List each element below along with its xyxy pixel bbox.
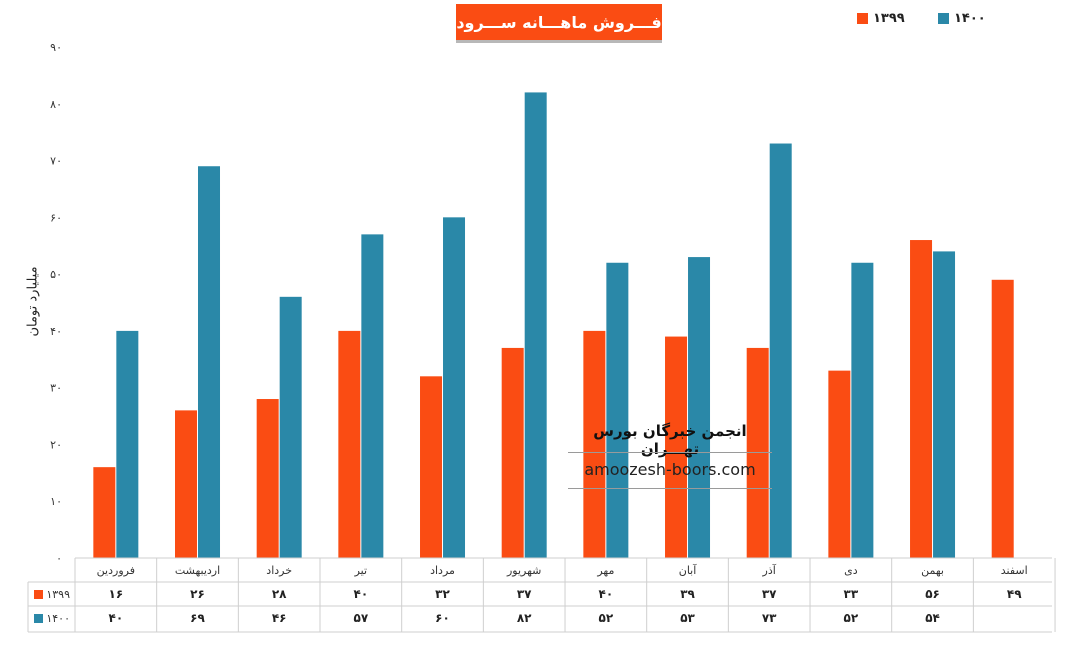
legend-label-1400: ۱۴۰۰ xyxy=(954,11,986,26)
bar-1399 xyxy=(338,330,361,558)
table-legend-key xyxy=(34,614,43,623)
data-label: ۵۶ xyxy=(925,587,940,601)
x-tick-label: بهمن xyxy=(921,564,944,577)
data-label: ۵۴ xyxy=(925,611,940,625)
y-tick-label: ۳۰ xyxy=(50,382,62,395)
x-tick-label: اسفند xyxy=(1001,564,1028,577)
y-tick-label: ۶۰ xyxy=(50,211,62,224)
bar-1399 xyxy=(256,399,279,558)
data-label: ۴۰ xyxy=(109,611,124,625)
bar-1399 xyxy=(501,347,524,558)
watermark-title: انجمن خبرگان بورس تهـــران xyxy=(593,422,747,458)
bar-1399 xyxy=(991,279,1014,558)
bar-1399 xyxy=(420,376,443,558)
data-label: ۵۲ xyxy=(844,611,859,625)
data-label: ۳۷ xyxy=(762,587,777,601)
y-tick-label: ۱۰ xyxy=(50,495,62,508)
bar-1399 xyxy=(910,240,933,559)
x-tick-label: شهریور xyxy=(506,564,541,577)
y-tick-label: ۴۰ xyxy=(50,325,62,338)
x-tick-label: خرداد xyxy=(266,564,292,577)
legend-item-1400: ۱۴۰۰ xyxy=(938,11,986,26)
legend-swatch-1399 xyxy=(857,13,868,24)
data-label: ۱۶ xyxy=(109,587,124,601)
y-tick-label: ۲۰ xyxy=(50,438,62,451)
x-tick-label: مهر xyxy=(596,564,614,577)
bar-1400 xyxy=(688,257,711,558)
data-label: ۳۳ xyxy=(844,587,859,601)
x-tick-label: تیر xyxy=(354,564,367,577)
bar-1399 xyxy=(583,330,606,558)
data-label: ۵۳ xyxy=(680,611,695,625)
data-label: ۶۹ xyxy=(190,611,205,625)
x-tick-label: اردیبهشت xyxy=(175,564,220,577)
watermark-divider-bottom xyxy=(568,488,772,489)
y-tick-label: ۰ xyxy=(56,552,62,565)
bar-1400 xyxy=(443,217,466,559)
data-label: ۵۷ xyxy=(354,611,369,625)
bar-1400 xyxy=(851,262,874,558)
bar-1400 xyxy=(198,166,221,558)
bar-1399 xyxy=(93,467,116,558)
data-label: ۵۲ xyxy=(599,611,614,625)
bar-1400 xyxy=(279,296,302,558)
data-label: ۴۰ xyxy=(354,587,369,601)
x-tick-label: مرداد xyxy=(430,564,455,577)
x-tick-label: آذر xyxy=(762,563,777,577)
bar-1400 xyxy=(933,251,956,558)
y-tick-label: ۸۰ xyxy=(50,98,62,111)
data-label: ۴۰ xyxy=(599,587,614,601)
y-tick-label: ۷۰ xyxy=(50,155,62,168)
x-tick-label: دی xyxy=(844,564,858,577)
bar-1399 xyxy=(175,410,198,558)
data-label: ۴۹ xyxy=(1007,587,1022,601)
data-label: ۲۶ xyxy=(190,587,205,601)
chart-title: فـــروش ماهـــانه ســـرود xyxy=(456,4,662,40)
table-series-name: ۱۴۰۰ xyxy=(46,612,70,625)
data-label: ۳۲ xyxy=(435,587,450,601)
watermark-divider-top xyxy=(568,452,772,453)
table-series-name: ۱۳۹۹ xyxy=(46,588,70,601)
bar-1399 xyxy=(828,370,851,558)
table-legend-key xyxy=(34,590,43,599)
x-tick-label: آبان xyxy=(679,563,697,577)
y-tick-label: ۹۰ xyxy=(50,41,62,54)
data-label: ۸۲ xyxy=(517,611,532,625)
data-label: ۳۷ xyxy=(517,587,532,601)
bar-1400 xyxy=(116,330,139,558)
bar-1399 xyxy=(665,336,688,558)
data-label: ۳۹ xyxy=(680,587,695,601)
data-label: ۶۰ xyxy=(435,611,450,625)
y-tick-label: ۵۰ xyxy=(50,268,62,281)
legend-swatch-1400 xyxy=(938,13,949,24)
data-label: ۲۸ xyxy=(272,587,287,601)
data-label: ۴۶ xyxy=(272,611,287,625)
bar-1400 xyxy=(361,234,384,558)
legend-label-1399: ۱۳۹۹ xyxy=(873,11,905,26)
bar-1400 xyxy=(769,143,792,558)
bar-1400 xyxy=(524,92,547,558)
legend-item-1399: ۱۳۹۹ xyxy=(857,11,905,26)
bar-1400 xyxy=(606,262,629,558)
data-label: ۷۳ xyxy=(762,611,777,625)
watermark-url: amoozesh-boors.com xyxy=(584,460,756,479)
x-tick-label: فروردین xyxy=(97,564,135,577)
